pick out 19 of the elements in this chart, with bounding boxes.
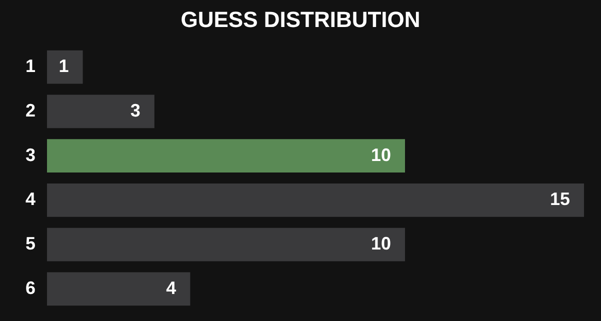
y-tick-label: 1	[25, 56, 36, 76]
y-tick-label: 3	[25, 144, 36, 165]
y-tick-label: 6	[25, 278, 36, 298]
data-label: 10	[370, 234, 391, 254]
y-tick-label: 2	[25, 100, 36, 120]
data-label: 3	[130, 100, 140, 120]
y-tick-label: 5	[25, 234, 36, 254]
bar	[47, 139, 405, 172]
bar	[47, 94, 154, 128]
bar	[47, 184, 584, 217]
bar	[47, 50, 83, 84]
data-label: 10	[370, 144, 391, 165]
bar	[47, 228, 405, 262]
data-label: 15	[550, 189, 570, 210]
y-tick-label: 4	[25, 189, 36, 210]
chart-title: GUESS DISTRIBUTION	[180, 7, 420, 32]
bar	[47, 272, 190, 306]
data-label: 4	[166, 278, 176, 298]
data-label: 1	[58, 56, 69, 76]
